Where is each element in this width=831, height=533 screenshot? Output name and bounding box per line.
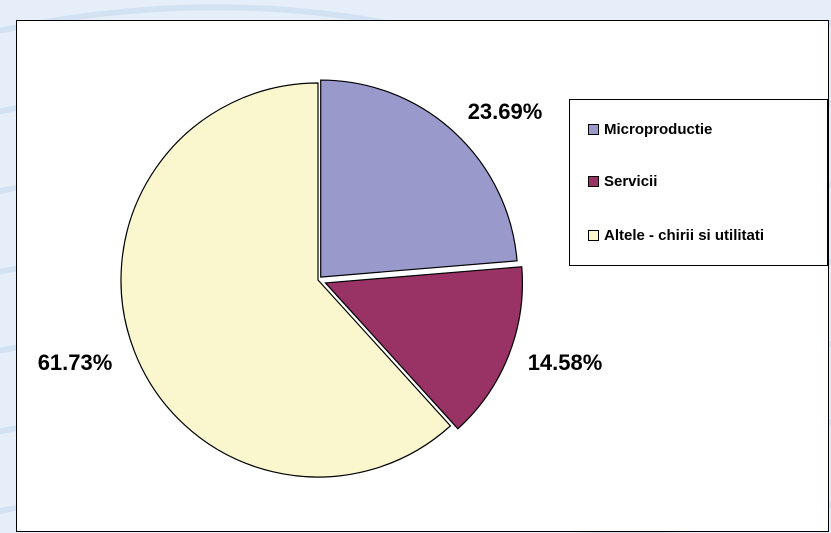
legend-item-altele: Altele - chirii si utilitati — [588, 225, 764, 245]
data-label-microproductie: 23.69% — [468, 99, 543, 124]
pie-slice-altele — [120, 82, 452, 478]
legend-swatch-altele — [588, 229, 599, 241]
pie-slice-microproductie — [320, 79, 518, 278]
chart-legend: Microproductie Servicii Altele - chirii … — [569, 99, 828, 266]
legend-label-servicii: Servicii — [604, 172, 658, 190]
data-label-servicii: 14.58% — [528, 350, 603, 375]
legend-item-microproductie: Microproductie — [588, 119, 712, 139]
legend-swatch-microproductie — [588, 123, 599, 135]
data-label-altele: 61.73% — [38, 350, 113, 375]
pie-slice-servicii — [324, 266, 523, 430]
legend-label-altele: Altele - chirii si utilitati — [604, 226, 765, 244]
legend-item-servicii: Servicii — [588, 171, 657, 191]
legend-swatch-servicii — [588, 175, 599, 187]
legend-label-microproductie: Microproductie — [604, 120, 713, 138]
